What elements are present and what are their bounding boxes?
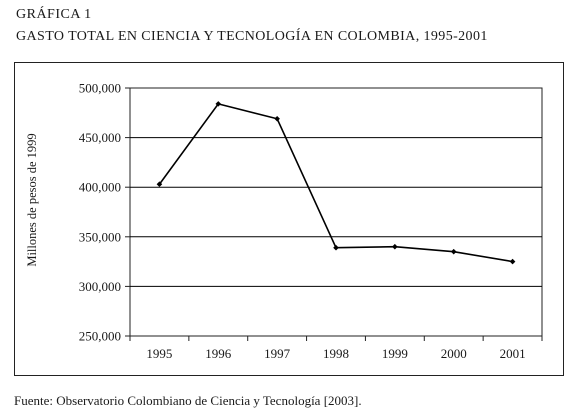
x-axis-ticks: 1995 1996 1997 1998 1999 2000 2001 (129, 336, 543, 361)
data-point-marker (509, 258, 516, 265)
chart-frame (14, 62, 564, 376)
y-axis-label: Millones de pesos de 1999 (25, 133, 39, 266)
y-tick-label: 300,000 (79, 279, 121, 294)
y-tick-label: 250,000 (79, 329, 121, 344)
x-tick-label: 1999 (382, 346, 408, 361)
data-point-marker (333, 244, 339, 251)
data-point-marker (156, 181, 163, 188)
x-tick-label: 1996 (205, 346, 232, 361)
y-tick-label: 400,000 (79, 180, 121, 195)
series-line (158, 102, 513, 263)
y-axis-ticks: 250,000 300,000 350,000 400,000 450,000 500,0… (79, 81, 130, 344)
x-tick-label: 1995 (146, 346, 172, 361)
data-point-marker (392, 243, 398, 250)
y-tick-label: 350,000 (79, 229, 121, 244)
x-tick-label: 2001 (500, 346, 526, 361)
figure-title: GASTO TOTAL EN CIENCIA Y TECNOLOGÍA EN C… (16, 29, 488, 44)
data-point-marker (450, 248, 457, 255)
gridlines (130, 137, 542, 287)
data-point-marker (215, 101, 222, 107)
plot-area (129, 87, 543, 337)
x-tick-label: 1998 (323, 346, 349, 361)
series (156, 101, 516, 265)
x-tick-label: 1997 (264, 346, 291, 361)
figure-label: GRÁFICA 1 (16, 7, 92, 22)
source-note: Fuente: Observatorio Colombiano de Cienc… (14, 393, 362, 408)
data-point-marker (274, 115, 280, 122)
y-tick-label: 500,000 (79, 81, 121, 96)
x-tick-label: 2000 (441, 346, 467, 361)
y-tick-label: 450,000 (79, 130, 121, 145)
